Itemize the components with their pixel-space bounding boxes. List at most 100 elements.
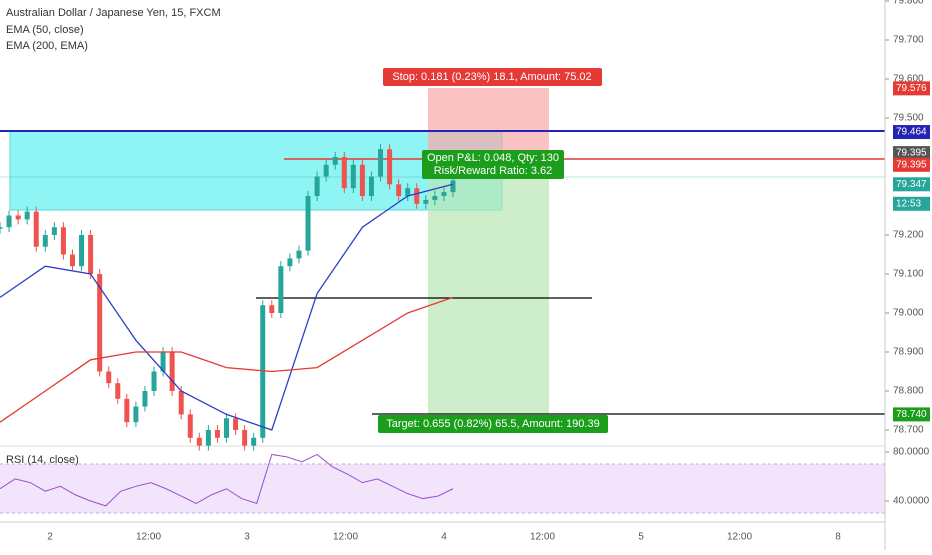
candle <box>33 211 39 247</box>
target-zone <box>428 177 549 414</box>
price-tag <box>893 177 930 192</box>
time-label: 12:00 <box>727 532 752 543</box>
price-tag-label: 12:53 <box>896 198 921 209</box>
candle <box>214 430 220 438</box>
candle <box>305 196 311 251</box>
time-label: 2 <box>47 532 53 543</box>
candle <box>133 406 139 423</box>
candle <box>441 192 447 196</box>
candle <box>378 149 384 177</box>
study-label: EMA (200, EMA) <box>6 40 88 52</box>
candle <box>88 235 94 274</box>
rr-label: Risk/Reward Ratio: 3.62 <box>434 165 553 177</box>
price-tag <box>893 81 930 96</box>
candle <box>405 188 411 196</box>
candle <box>69 254 75 267</box>
time-label: 4 <box>441 532 447 543</box>
price-tag <box>893 407 930 422</box>
candle <box>160 352 166 372</box>
price-tag <box>893 196 930 211</box>
stop-box <box>383 68 602 86</box>
candle <box>42 235 48 247</box>
candle <box>178 391 184 415</box>
pnl-box <box>422 150 564 179</box>
rsi-tick-label: 80.0000 <box>893 447 930 458</box>
candle <box>142 391 148 407</box>
supply-zone <box>9 130 503 211</box>
price-tick-label: 79.000 <box>893 308 924 319</box>
time-label: 5 <box>638 532 644 543</box>
candle <box>278 266 284 313</box>
price-tag <box>893 125 930 140</box>
pnl-label: Open P&L: 0.048, Qty: 130 <box>427 152 559 164</box>
candle <box>0 227 3 229</box>
candle <box>287 258 293 267</box>
candle <box>323 164 329 177</box>
candle <box>296 250 302 259</box>
time-label: 3 <box>244 532 250 543</box>
candle <box>51 227 57 235</box>
ema50-line <box>0 183 454 431</box>
ema200-line <box>0 296 454 423</box>
candle <box>450 180 456 193</box>
candle <box>242 430 248 446</box>
time-label: 12:00 <box>530 532 555 543</box>
candle <box>251 437 257 446</box>
study-label: EMA (50, close) <box>6 24 84 36</box>
candle <box>368 176 374 196</box>
candle <box>15 215 21 220</box>
price-tag <box>893 146 930 161</box>
candle <box>414 188 420 204</box>
candle <box>432 196 438 200</box>
candle <box>115 383 121 399</box>
candle <box>396 184 402 196</box>
candle <box>97 274 103 372</box>
candle <box>124 398 130 423</box>
candle <box>233 418 239 430</box>
target-label: Target: 0.655 (0.82%) 65.5, Amount: 190.… <box>386 418 599 430</box>
candle <box>106 371 112 384</box>
price-tick-label: 79.500 <box>893 113 924 124</box>
symbol-title: Australian Dollar / Japanese Yen, 15, FX… <box>6 7 221 19</box>
candle <box>6 215 12 228</box>
candle <box>169 352 175 391</box>
time-label: 12:00 <box>136 532 161 543</box>
candle <box>341 157 347 189</box>
price-tag-label: 79.347 <box>896 179 927 190</box>
price-tag-label: 79.464 <box>896 127 927 138</box>
candle <box>423 199 429 204</box>
price-tick-label: 78.900 <box>893 347 924 358</box>
candle <box>187 414 193 438</box>
price-tick-label: 79.600 <box>893 74 924 85</box>
price-tag-label: 79.395 <box>896 159 927 170</box>
price-tick-label: 79.800 <box>893 0 924 7</box>
candle <box>332 157 338 165</box>
candle <box>359 164 365 196</box>
time-label: 12:00 <box>333 532 358 543</box>
price-tag-label: 79.576 <box>896 83 927 94</box>
candle <box>224 418 229 438</box>
candle <box>151 371 157 391</box>
candle <box>24 211 30 220</box>
candle <box>196 437 202 446</box>
rsi-line <box>0 453 454 507</box>
target-box <box>378 415 608 433</box>
price-tag <box>893 157 930 172</box>
price-tick-label: 79.700 <box>893 35 924 46</box>
price-tag-label: 78.740 <box>896 409 927 420</box>
price-tick-label: 79.200 <box>893 230 924 241</box>
stop-label: Stop: 0.181 (0.23%) 18.1, Amount: 75.02 <box>392 71 591 83</box>
rsi-tick-label: 40.0000 <box>893 496 930 507</box>
price-tag-label: 79.395 <box>896 148 927 159</box>
candle <box>350 164 356 189</box>
candle <box>79 235 85 267</box>
candle <box>260 305 266 438</box>
candle <box>269 305 275 313</box>
candle <box>387 149 393 185</box>
rsi-title: RSI (14, close) <box>6 454 79 466</box>
candle <box>205 430 211 446</box>
rsi-band <box>0 464 885 513</box>
candle <box>314 176 320 196</box>
price-tick-label: 79.100 <box>893 269 924 280</box>
